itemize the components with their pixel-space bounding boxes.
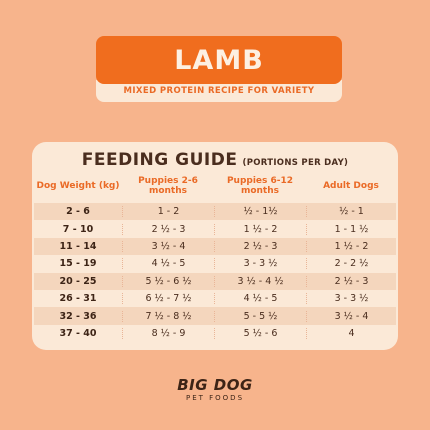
- column-header-adult: Adult Dogs: [323, 181, 379, 191]
- portion-cell: 5 - 5 ½: [214, 310, 306, 322]
- weight-cell: 2 - 6: [66, 206, 90, 218]
- weight-cell: 7 - 10: [62, 223, 94, 235]
- portion-cell: 5 ½ - 6 ½: [122, 275, 214, 287]
- weight-cell: 26 - 31: [59, 293, 97, 305]
- portion-cell: 1 - 2: [122, 206, 214, 218]
- portion-cell: 4: [306, 327, 396, 339]
- portion-cell: 6 ½ - 7 ½: [122, 293, 214, 305]
- portion-cell: ½ - 1: [306, 206, 396, 218]
- column-header-puppies-2-6: Puppies 2-6 months: [138, 176, 198, 196]
- portion-cell: 3 - 3 ½: [306, 293, 396, 305]
- feeding-table: Dog Weight (kg) Puppies 2-6 months Puppi…: [34, 172, 396, 342]
- portion-cell: ½ - 1½: [214, 206, 306, 218]
- weight-cell: 20 - 25: [59, 275, 97, 287]
- portion-cell: 2 ½ - 3: [122, 223, 214, 235]
- portion-cell: 4 ½ - 5: [214, 293, 306, 305]
- feeding-guide-note: (PORTIONS PER DAY): [242, 158, 349, 168]
- portion-cell: 4 ½ - 5: [122, 258, 214, 270]
- portion-cell: 7 ½ - 8 ½: [122, 310, 214, 322]
- table-header: Dog Weight (kg) Puppies 2-6 months Puppi…: [34, 172, 396, 200]
- portion-cell: 2 ½ - 3: [306, 275, 396, 287]
- portion-cell: 5 ½ - 6: [214, 327, 306, 339]
- portion-cell: 2 ½ - 3: [214, 240, 306, 252]
- weight-cell: 32 - 36: [59, 310, 97, 322]
- portion-cell: 1 ½ - 2: [306, 240, 396, 252]
- portion-cell: 3 ½ - 4: [306, 310, 396, 322]
- brand-tagline: PET FOODS: [185, 394, 245, 402]
- weight-cell: 37 - 40: [59, 327, 97, 339]
- portion-cell: 3 ½ - 4: [122, 240, 214, 252]
- portion-cell: 1 ½ - 2: [214, 223, 306, 235]
- portion-cell: 2 - 2 ½: [306, 258, 396, 270]
- feeding-guide-heading: FEEDING GUIDE (PORTIONS PER DAY): [62, 150, 368, 170]
- portion-cell: 3 - 3 ½: [214, 258, 306, 270]
- column-header-weight: Dog Weight (kg): [36, 181, 120, 191]
- feeding-guide-title: FEEDING GUIDE: [81, 150, 238, 170]
- portion-cell: 8 ½ - 9: [122, 327, 214, 339]
- title-banner: LAMB: [96, 36, 342, 84]
- brand-logo: BIG DOG PET FOODS: [160, 378, 270, 403]
- weight-cell: 15 - 19: [59, 258, 97, 270]
- portion-cell: 1 - 1 ½: [306, 223, 396, 235]
- brand-name: BIG DOG: [177, 376, 253, 394]
- recipe-title: LAMB: [174, 44, 264, 76]
- weight-cell: 11 - 14: [59, 240, 97, 252]
- column-header-puppies-6-12: Puppies 6-12 months: [226, 176, 294, 196]
- subtitle-bar: MIXED PROTEIN RECIPE FOR VARIETY: [96, 80, 342, 102]
- recipe-subtitle: MIXED PROTEIN RECIPE FOR VARIETY: [123, 86, 315, 96]
- portion-cell: 3 ½ - 4 ½: [214, 275, 306, 287]
